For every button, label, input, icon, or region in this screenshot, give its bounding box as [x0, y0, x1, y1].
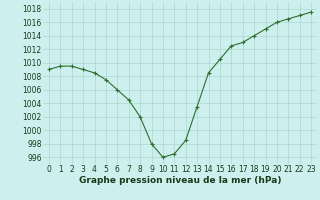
X-axis label: Graphe pression niveau de la mer (hPa): Graphe pression niveau de la mer (hPa)	[79, 176, 281, 185]
